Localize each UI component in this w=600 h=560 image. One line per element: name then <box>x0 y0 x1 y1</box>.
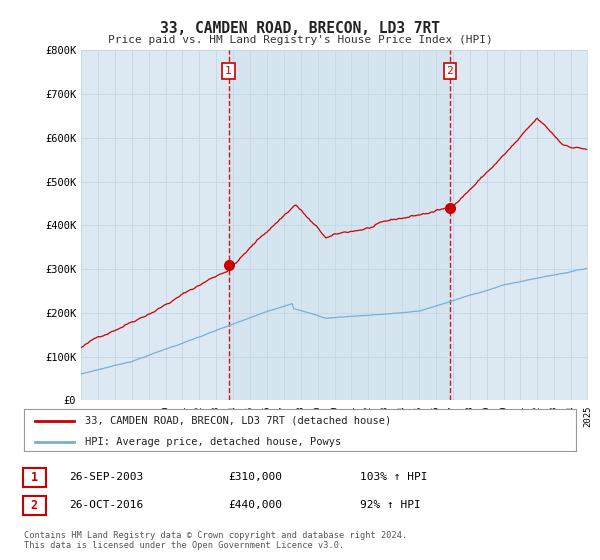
Text: Contains HM Land Registry data © Crown copyright and database right 2024.
This d: Contains HM Land Registry data © Crown c… <box>24 531 407 550</box>
Text: 26-SEP-2003: 26-SEP-2003 <box>69 472 143 482</box>
Text: 2: 2 <box>446 66 453 76</box>
Text: 1: 1 <box>31 470 38 484</box>
Bar <box>588 50 600 400</box>
Text: £440,000: £440,000 <box>228 500 282 510</box>
Text: £310,000: £310,000 <box>228 472 282 482</box>
Text: 33, CAMDEN ROAD, BRECON, LD3 7RT: 33, CAMDEN ROAD, BRECON, LD3 7RT <box>160 21 440 36</box>
Text: Price paid vs. HM Land Registry's House Price Index (HPI): Price paid vs. HM Land Registry's House … <box>107 35 493 45</box>
Text: 33, CAMDEN ROAD, BRECON, LD3 7RT (detached house): 33, CAMDEN ROAD, BRECON, LD3 7RT (detach… <box>85 416 391 426</box>
Text: 2: 2 <box>31 498 38 512</box>
Text: 103% ↑ HPI: 103% ↑ HPI <box>360 472 427 482</box>
Text: 1: 1 <box>225 66 232 76</box>
Text: 26-OCT-2016: 26-OCT-2016 <box>69 500 143 510</box>
Text: 92% ↑ HPI: 92% ↑ HPI <box>360 500 421 510</box>
Bar <box>229 50 450 400</box>
Text: HPI: Average price, detached house, Powys: HPI: Average price, detached house, Powy… <box>85 437 341 446</box>
